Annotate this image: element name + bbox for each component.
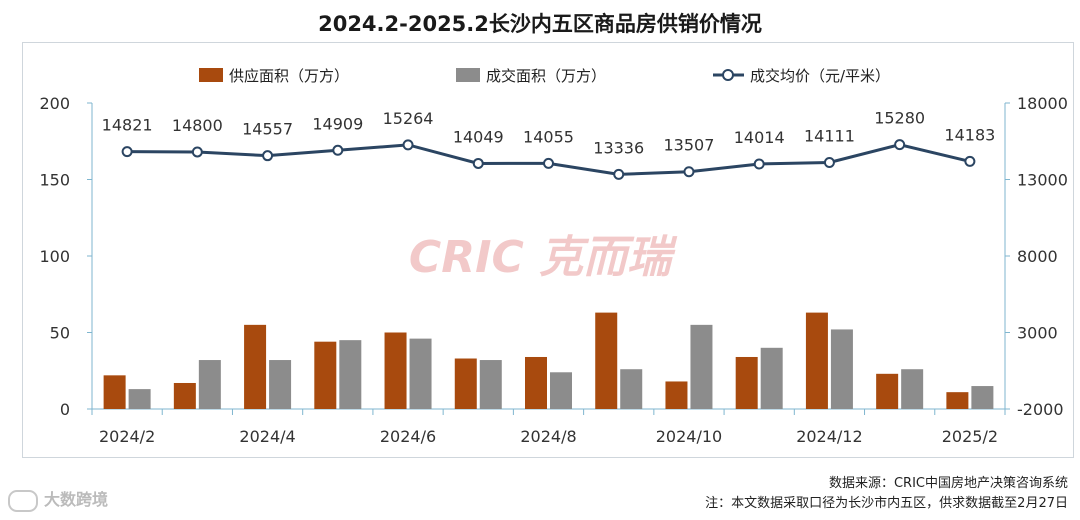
- bar-supply: [244, 324, 267, 409]
- legend-swatch-deal: [456, 68, 480, 82]
- y-left-tick-label: 100: [39, 247, 70, 266]
- bar-deal: [620, 369, 643, 409]
- bar-deal: [901, 369, 924, 409]
- y-right-tick-label: 3000: [1017, 324, 1058, 343]
- watermark-text: CRIC 克而瑞: [409, 232, 678, 283]
- price-data-label: 14909: [312, 114, 363, 133]
- price-point: [402, 139, 414, 151]
- legend: 供应面积（万方） 成交面积（万方） 成交均价（元/平米）: [199, 67, 890, 85]
- y-right-tick-label: -2000: [1017, 400, 1064, 419]
- x-tick-label: 2024/6: [380, 427, 436, 446]
- corner-watermark: 大数跨境: [8, 486, 108, 512]
- price-point: [823, 157, 835, 169]
- x-tick-label: 2024/2: [99, 427, 155, 446]
- x-tick-label: 2024/12: [796, 427, 862, 446]
- bar-deal: [128, 389, 151, 409]
- bar-supply: [735, 356, 758, 409]
- bar-supply: [595, 312, 618, 409]
- bar-deal: [550, 372, 572, 409]
- x-tick-label: 2025/2: [942, 427, 998, 446]
- price-data-label: 14055: [523, 127, 574, 146]
- price-point: [472, 157, 484, 169]
- y-right-tick-label: 18000: [1017, 94, 1068, 113]
- chart-frame: [22, 42, 1074, 458]
- bar-supply: [876, 373, 899, 409]
- axes: 0 50 100 150 200 -2000 3000 8000 13000 18000 2024/…: [39, 94, 1067, 446]
- price-point: [121, 146, 133, 158]
- corner-watermark-text: 大数跨境: [44, 490, 109, 509]
- data-labels: 14821 14800 14557 14909 15264 14049 14055 13336…: [102, 109, 996, 158]
- chart-title: 2024.2-2025.2长沙内五区商品房供销价情况: [318, 12, 762, 36]
- price-line-group: [121, 139, 976, 180]
- price-data-label: 14557: [242, 120, 293, 139]
- note-text: 注：本文数据采取口径为长沙市内五区，供求数据截至2月27日: [705, 496, 1068, 511]
- price-point: [262, 150, 274, 162]
- bar-supply: [454, 358, 477, 409]
- bar-deal: [198, 360, 221, 409]
- y-left-tick-label: 0: [60, 400, 70, 419]
- bar-supply: [805, 312, 828, 409]
- bar-deal: [971, 386, 994, 409]
- price-data-label: 14183: [944, 125, 995, 144]
- bar-deal: [760, 347, 783, 409]
- y-right-tick-label: 8000: [1017, 247, 1058, 266]
- legend-swatch-supply: [199, 68, 223, 82]
- price-point: [543, 157, 554, 169]
- bar-supply: [665, 381, 688, 409]
- price-data-label: 14111: [804, 127, 855, 146]
- bar-supply: [946, 392, 969, 409]
- source-text: 数据来源：CRIC中国房地产决策咨询系统: [828, 476, 1068, 491]
- bar-supply: [384, 332, 407, 409]
- price-data-label: 14821: [102, 116, 153, 135]
- price-data-label: 14014: [734, 128, 785, 147]
- price-point: [613, 168, 625, 180]
- price-point: [964, 155, 976, 167]
- price-data-label: 14049: [453, 127, 504, 146]
- legend-label-price: 成交均价（元/平米）: [750, 67, 890, 85]
- price-data-label: 13336: [593, 138, 644, 157]
- x-tick-label: 2024/4: [239, 427, 295, 446]
- x-tick-label: 2024/10: [656, 427, 722, 446]
- legend-swatch-price-marker: [722, 69, 734, 81]
- price-point: [753, 158, 765, 170]
- bar-deal: [690, 324, 713, 409]
- price-data-label: 14800: [172, 116, 223, 135]
- bar-deal: [339, 340, 362, 409]
- y-right-tick-label: 13000: [1017, 171, 1068, 190]
- y-left-tick-label: 50: [50, 324, 70, 343]
- y-left-tick-label: 150: [39, 171, 70, 190]
- brand-icon: [8, 489, 38, 512]
- bar-supply: [103, 375, 126, 409]
- price-point: [332, 144, 344, 156]
- price-data-label: 13507: [664, 136, 715, 155]
- bar-supply: [173, 382, 196, 409]
- bar-supply: [314, 341, 337, 409]
- bar-deal: [269, 360, 292, 409]
- price-point: [191, 146, 203, 158]
- price-data-label: 15280: [874, 109, 925, 128]
- bar-supply: [525, 356, 547, 409]
- price-data-label: 15264: [383, 109, 434, 128]
- bar-deal: [479, 360, 502, 409]
- bars: [103, 312, 994, 409]
- legend-label-deal: 成交面积（万方）: [486, 67, 606, 85]
- bar-deal: [409, 338, 432, 409]
- bar-deal: [830, 329, 853, 409]
- price-point: [894, 139, 906, 151]
- legend-label-supply: 供应面积（万方）: [229, 67, 349, 85]
- x-tick-label: 2024/8: [520, 427, 576, 446]
- y-left-tick-label: 200: [39, 94, 70, 113]
- watermark: CRIC 克而瑞: [409, 232, 678, 283]
- price-point: [683, 166, 695, 178]
